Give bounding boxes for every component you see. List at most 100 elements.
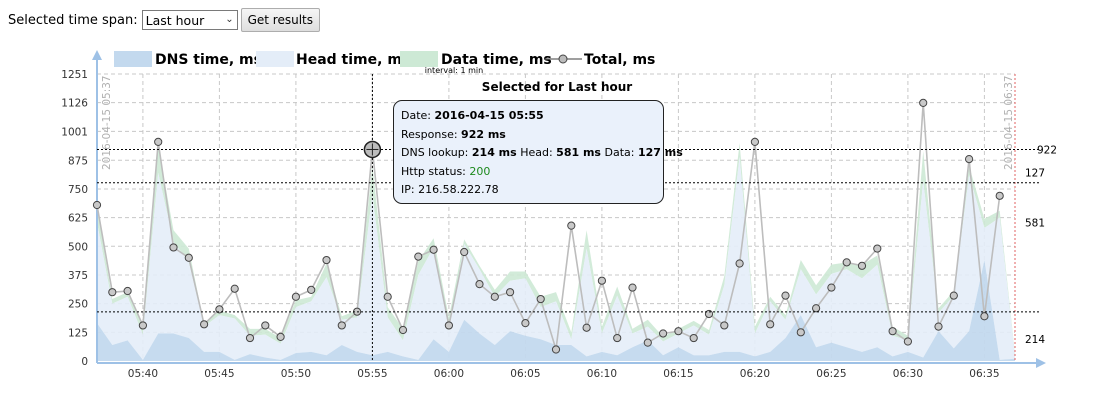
right-value-label: 127	[1025, 168, 1045, 180]
total-point	[903, 337, 913, 346]
total-point	[215, 305, 224, 314]
total-point	[873, 244, 882, 253]
total-point	[291, 292, 300, 301]
total-point	[169, 243, 178, 252]
total-point	[154, 137, 163, 147]
tooltip-date-label: Date:	[401, 109, 431, 122]
total-point	[230, 284, 239, 293]
tooltip-ip-label: IP:	[401, 183, 415, 196]
total-point	[735, 259, 744, 268]
total-point	[261, 321, 270, 330]
total-point	[184, 253, 193, 262]
x-tick-label: 05:55	[357, 368, 387, 380]
total-point	[643, 338, 652, 347]
x-tick-label: 06:00	[434, 368, 464, 380]
tooltip-response-label: Response:	[401, 127, 458, 141]
time-span-select-value: Last hour	[145, 12, 205, 28]
total-point	[980, 312, 989, 321]
x-tick-label: 05:45	[204, 368, 234, 380]
x-axis-arrow	[1036, 358, 1046, 368]
time-span-toolbar: Selected time span: Last hour ⌄ Get resu…	[8, 8, 321, 32]
point-tooltip: Date: 2016-04-15 05:55 Response: 922 ms …	[393, 100, 683, 204]
total-point	[521, 319, 530, 328]
time-span-select[interactable]: Last hour ⌄	[141, 10, 238, 30]
time-span-label: Selected time span:	[8, 12, 138, 28]
tooltip-data-value: 127 ms	[637, 146, 683, 159]
legend-swatch-3	[400, 51, 438, 67]
total-point	[659, 329, 668, 338]
total-point	[337, 321, 346, 330]
x-tick-label: 06:20	[740, 368, 770, 380]
get-results-button[interactable]: Get results	[240, 8, 321, 32]
y-tick-label: 375	[68, 270, 88, 282]
tooltip-http-label: Http status:	[401, 164, 466, 178]
total-point	[597, 276, 607, 285]
tooltip-http-value: 200	[469, 164, 491, 178]
total-point	[108, 288, 117, 297]
x-tick-label: 06:25	[816, 368, 846, 380]
x-tick-label: 06:10	[587, 368, 617, 380]
total-point	[123, 286, 132, 296]
total-point	[995, 191, 1004, 200]
y-tick-label: 250	[68, 299, 88, 311]
x-end-date-label: 2016-04-15 06:37	[1003, 75, 1015, 170]
tooltip-data-label: Data:	[604, 146, 635, 159]
total-series	[92, 98, 1004, 354]
tooltip-head-value: 581 ms	[556, 146, 601, 159]
total-point	[857, 261, 867, 270]
x-tick-label: 06:30	[893, 368, 923, 380]
y-tick-label: 1001	[61, 126, 88, 138]
legend-label-1: DNS time, ms	[155, 52, 262, 68]
legend-label-total: Total, ms	[584, 52, 655, 68]
total-point	[965, 155, 974, 164]
tooltip-dns-value: 214 ms	[471, 146, 517, 159]
x-tick-label: 06:05	[510, 368, 540, 380]
chart-areas	[97, 143, 1015, 361]
y-axis-arrow	[92, 50, 102, 60]
total-point	[781, 291, 790, 300]
total-point	[689, 333, 698, 343]
total-point	[613, 333, 622, 343]
data-time-area	[97, 143, 1015, 357]
total-point	[919, 98, 928, 108]
total-point	[750, 137, 760, 147]
total-point	[506, 288, 515, 297]
total-point	[138, 321, 147, 330]
total-point	[245, 333, 255, 343]
total-point	[322, 255, 331, 265]
total-point	[429, 245, 438, 254]
tooltip-dns-label: DNS lookup:	[401, 146, 469, 159]
x-tick-label: 05:40	[128, 368, 158, 380]
interval-label: interval: 1 min	[425, 66, 483, 75]
total-point	[536, 294, 545, 304]
y-tick-label: 750	[68, 184, 88, 196]
chart-legend: DNS time, ms Head time, ms Data time, ms To…	[114, 51, 655, 68]
y-tick-label: 500	[68, 241, 88, 253]
y-tick-label: 1251	[61, 69, 88, 81]
total-point	[949, 291, 958, 300]
x-start-date-label: 2016-04-15 05:37	[101, 75, 113, 170]
y-tick-label: 1126	[61, 98, 88, 110]
total-point	[766, 320, 775, 329]
total-point	[674, 327, 683, 336]
tooltip-head-label: Head:	[520, 146, 553, 159]
total-point	[307, 285, 316, 294]
right-value-label: 214	[1025, 334, 1045, 346]
total-point	[582, 323, 591, 332]
legend-marker-total	[558, 54, 568, 64]
y-tick-label: 875	[68, 155, 88, 167]
total-point	[551, 345, 561, 354]
x-tick-label: 06:35	[969, 368, 999, 380]
total-point	[383, 292, 392, 301]
total-point	[444, 321, 453, 330]
x-tick-label: 06:15	[663, 368, 693, 380]
total-point	[414, 252, 423, 261]
tooltip-response-value: 922 ms	[461, 127, 506, 141]
y-tick-label: 625	[68, 213, 88, 225]
right-value-label: 922	[1037, 144, 1057, 156]
x-tick-label: 05:50	[281, 368, 311, 380]
total-point	[934, 322, 943, 331]
y-tick-label: 125	[68, 327, 88, 339]
legend-label-2: Head time, ms	[296, 52, 410, 68]
